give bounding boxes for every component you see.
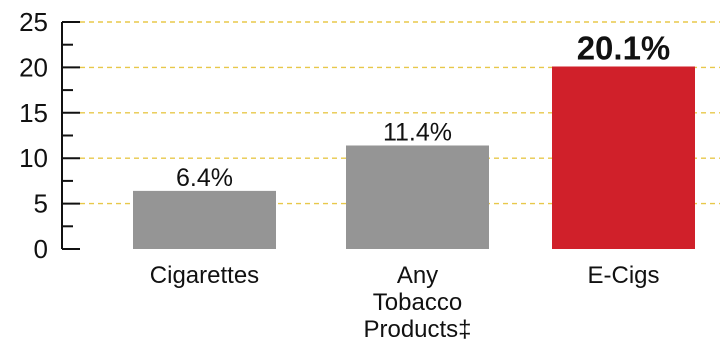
y-axis: 0 5 10 15 20 25 [19, 7, 80, 264]
bar [346, 145, 489, 249]
data-label: 20.1% [577, 29, 671, 66]
category-label: Cigarettes [150, 262, 259, 289]
y-tick-label: 5 [34, 189, 48, 219]
category-label: Tobacco [373, 289, 462, 316]
y-tick-label: 10 [19, 143, 48, 173]
category-label: Any [397, 262, 438, 289]
y-tick-label: 25 [19, 7, 48, 37]
bars [133, 66, 695, 249]
y-tick-label: 15 [19, 98, 48, 128]
y-tick-label: 20 [19, 52, 48, 82]
data-label: 11.4% [383, 118, 452, 146]
category-label: Products‡ [363, 316, 471, 343]
data-labels: 6.4% 11.4% 20.1% [176, 29, 670, 191]
category-label: E-Cigs [587, 262, 659, 289]
data-label: 6.4% [176, 164, 233, 192]
bar [552, 66, 695, 249]
y-tick-label: 0 [34, 234, 48, 264]
bar [133, 190, 276, 249]
